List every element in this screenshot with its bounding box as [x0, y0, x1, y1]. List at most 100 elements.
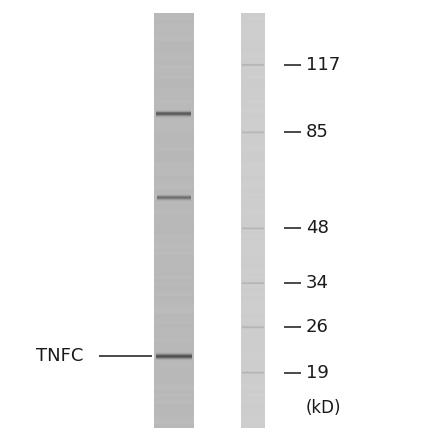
Bar: [241, 110, 265, 113]
Bar: [154, 262, 194, 265]
Bar: [241, 238, 265, 241]
Bar: [154, 58, 194, 62]
Bar: [154, 75, 194, 79]
Bar: [154, 48, 194, 51]
Bar: [241, 317, 265, 321]
Bar: [154, 82, 194, 86]
Bar: [154, 293, 194, 296]
Bar: [154, 238, 194, 241]
Bar: [241, 151, 265, 155]
Bar: [154, 141, 194, 145]
Bar: [154, 283, 194, 286]
Bar: [154, 366, 194, 369]
Bar: [154, 279, 194, 283]
Bar: [241, 234, 265, 238]
Bar: [241, 103, 265, 107]
Bar: [154, 303, 194, 307]
Bar: [154, 241, 194, 245]
Bar: [241, 165, 265, 168]
Bar: [241, 407, 265, 411]
Bar: [241, 272, 265, 276]
Bar: [154, 145, 194, 148]
Bar: [241, 411, 265, 414]
Bar: [241, 307, 265, 310]
Bar: [241, 120, 265, 124]
Bar: [241, 37, 265, 41]
Bar: [154, 131, 194, 134]
Bar: [241, 207, 265, 210]
Bar: [241, 248, 265, 251]
Text: 26: 26: [306, 318, 329, 336]
Bar: [154, 286, 194, 290]
Bar: [241, 379, 265, 383]
Bar: [241, 127, 265, 131]
Text: 48: 48: [306, 220, 329, 237]
Bar: [154, 307, 194, 310]
Bar: [241, 200, 265, 203]
Bar: [154, 417, 194, 421]
Bar: [154, 41, 194, 45]
Bar: [154, 55, 194, 58]
Bar: [154, 362, 194, 366]
Bar: [154, 210, 194, 213]
Bar: [241, 404, 265, 407]
Bar: [241, 245, 265, 248]
Bar: [241, 296, 265, 300]
Bar: [241, 324, 265, 328]
Bar: [154, 355, 194, 359]
Bar: [241, 117, 265, 120]
Bar: [241, 366, 265, 369]
Text: 85: 85: [306, 123, 329, 141]
Bar: [154, 168, 194, 172]
Bar: [241, 89, 265, 93]
Bar: [241, 258, 265, 262]
Bar: [154, 234, 194, 238]
Bar: [241, 86, 265, 89]
Bar: [154, 179, 194, 183]
Bar: [154, 338, 194, 341]
Bar: [154, 390, 194, 393]
Bar: [241, 145, 265, 148]
Bar: [241, 265, 265, 269]
Bar: [154, 296, 194, 300]
Bar: [154, 200, 194, 203]
Bar: [241, 51, 265, 55]
Bar: [154, 383, 194, 386]
Bar: [154, 103, 194, 107]
Bar: [241, 310, 265, 314]
Bar: [241, 131, 265, 134]
Bar: [154, 176, 194, 179]
Bar: [154, 290, 194, 293]
Bar: [241, 172, 265, 176]
Bar: [154, 217, 194, 220]
Bar: [154, 203, 194, 207]
Bar: [241, 352, 265, 355]
Bar: [154, 348, 194, 352]
Bar: [154, 138, 194, 141]
Bar: [241, 303, 265, 307]
Bar: [241, 113, 265, 117]
Bar: [241, 41, 265, 45]
Bar: [154, 124, 194, 127]
Bar: [154, 352, 194, 355]
Bar: [154, 424, 194, 428]
Bar: [154, 400, 194, 404]
Bar: [241, 397, 265, 400]
Bar: [241, 220, 265, 224]
Bar: [241, 300, 265, 303]
Bar: [241, 286, 265, 290]
Bar: [154, 317, 194, 321]
Bar: [241, 290, 265, 293]
Bar: [154, 113, 194, 117]
Bar: [154, 162, 194, 165]
Bar: [154, 37, 194, 41]
Bar: [241, 203, 265, 207]
Bar: [154, 30, 194, 34]
Bar: [154, 165, 194, 168]
Bar: [241, 369, 265, 373]
Bar: [154, 186, 194, 190]
Bar: [154, 324, 194, 328]
Bar: [241, 176, 265, 179]
Bar: [154, 331, 194, 334]
Bar: [241, 17, 265, 20]
